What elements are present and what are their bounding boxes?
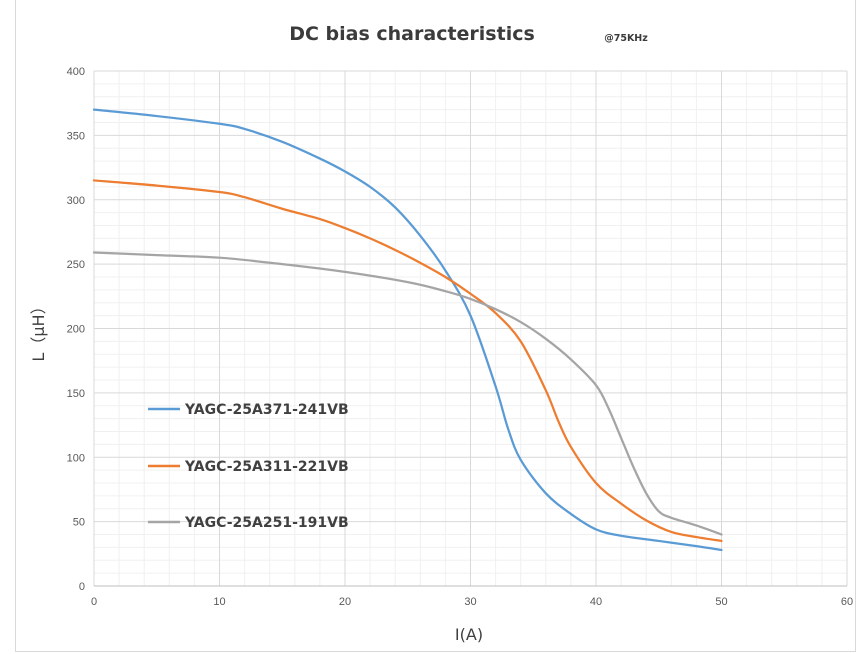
legend-label-1: YAGC-25A371-241VB	[184, 402, 349, 418]
series-line-1	[92, 108, 723, 552]
x-axis-label: I(A)	[455, 625, 483, 644]
x-tick-label: 0	[91, 596, 97, 608]
y-tick-label: 50	[73, 517, 85, 529]
y-tick-label: 200	[67, 324, 85, 336]
legend-label-3: YAGC-25A251-191VB	[184, 515, 349, 531]
y-axis-label: L（μH）	[29, 298, 48, 361]
legend: YAGC-25A371-241VB YAGC-25A311-221VB YAGC-2…	[148, 402, 349, 531]
series-lines	[92, 108, 723, 552]
chart: 0 10 20 30 40 50 60 0 50 100 150 200 250 300 350 400 YA…	[29, 23, 853, 644]
chart-frame: 0 10 20 30 40 50 60 0 50 100 150 200 250 300 350 400 YA…	[15, 0, 856, 652]
y-tick-label: 300	[67, 195, 85, 207]
grid	[93, 70, 848, 587]
x-tick-label: 60	[841, 596, 853, 608]
y-tick-label: 150	[67, 388, 85, 400]
x-tick-label: 30	[464, 596, 476, 608]
axes: 0 10 20 30 40 50 60 0 50 100 150 200 250 300 350 400	[67, 66, 853, 608]
x-tick-label: 50	[715, 596, 727, 608]
x-tick-label: 10	[213, 596, 225, 608]
y-tick-label: 0	[79, 581, 85, 593]
y-tick-label: 350	[67, 130, 85, 142]
series-line-3	[92, 251, 723, 536]
chart-subtitle: @75KHz	[604, 33, 648, 44]
y-tick-label: 100	[67, 452, 85, 464]
x-tick-label: 20	[339, 596, 351, 608]
y-tick-label: 400	[67, 66, 85, 78]
chart-title: DC bias characteristics	[289, 23, 535, 45]
x-tick-label: 40	[590, 596, 602, 608]
series-line-2	[92, 179, 723, 543]
y-tick-label: 250	[67, 259, 85, 271]
legend-label-2: YAGC-25A311-221VB	[184, 459, 349, 475]
